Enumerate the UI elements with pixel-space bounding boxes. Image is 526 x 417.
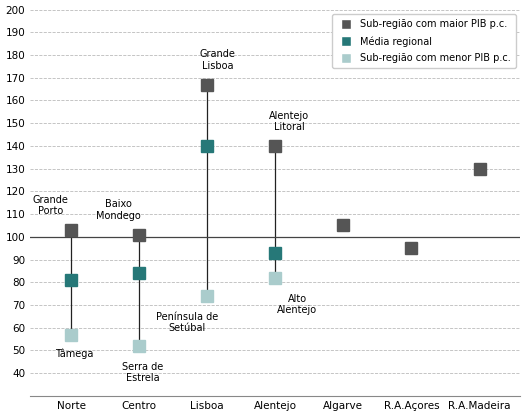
Text: Alentejo
Litoral: Alentejo Litoral (269, 111, 309, 132)
Text: Grande
Lisboa: Grande Lisboa (199, 49, 235, 71)
Text: Baixo
Mondego: Baixo Mondego (96, 199, 141, 221)
Text: Serra de
Estrela: Serra de Estrela (122, 362, 163, 383)
Text: Tâmega: Tâmega (55, 348, 94, 359)
Text: Grande
Porto: Grande Porto (33, 195, 68, 216)
Legend: Sub-região com maior PIB p.c., Média regional, Sub-região com menor PIB p.c.: Sub-região com maior PIB p.c., Média reg… (332, 15, 515, 68)
Text: Península de
Setúbal: Península de Setúbal (156, 312, 218, 334)
Text: Alto
Alentejo: Alto Alentejo (277, 294, 317, 315)
